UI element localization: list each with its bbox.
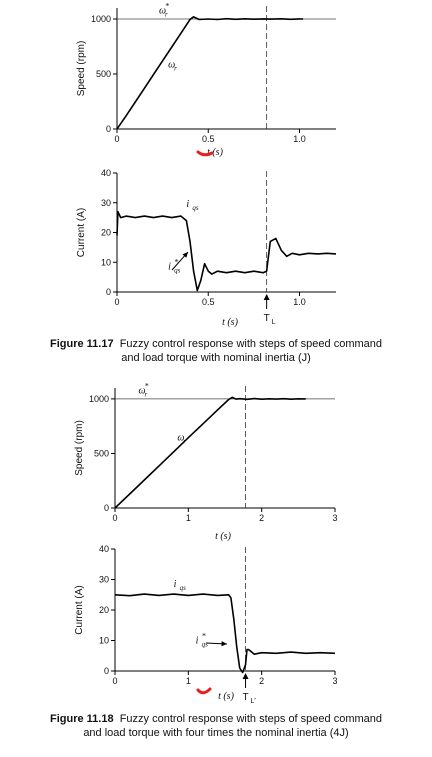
annotation-ωr-star: ωr* (159, 2, 169, 19)
annotation-subscript: r (165, 11, 168, 19)
y-tick-label: 10 (99, 636, 109, 646)
x-axis-label: t (s) (207, 147, 224, 158)
load-step-label-sub: L (272, 319, 276, 326)
annotation-symbol: i (186, 199, 189, 210)
y-tick-label: 1000 (91, 14, 111, 24)
y-tick-label: 0 (106, 124, 111, 134)
x-tick-label: 3 (332, 676, 337, 686)
annotation-subscript: qs (192, 204, 199, 212)
load-step-label-text: T (242, 692, 248, 703)
y-tick-label: 20 (101, 228, 111, 238)
y-tick-label: 30 (99, 575, 109, 585)
x-tick-label: 0 (112, 513, 117, 523)
annotation-symbol: i (174, 579, 177, 590)
annotation-superscript: * (174, 258, 178, 267)
x-tick-label: 3 (332, 513, 337, 523)
load-step-label: T L′ (242, 692, 256, 705)
y-axis-label: Current (A) (76, 208, 87, 257)
load-step-label-text: T (264, 313, 270, 324)
caption-label: Figure 11.18 (49, 713, 114, 725)
annotation-iqs-star: i qs* (196, 632, 209, 649)
annotation-iqs: i qs (186, 199, 199, 212)
caption-text-line1: Fuzzy control response with steps of spe… (119, 713, 382, 725)
y-tick-label: 20 (99, 605, 109, 615)
caption-text-line1: Fuzzy control response with steps of spe… (119, 338, 382, 350)
annotation-iqs-star: i qs* (168, 258, 181, 275)
series-line (114, 396, 306, 509)
y-axis-label: Current (A) (74, 585, 85, 634)
annotation-subscript: qs (180, 584, 187, 592)
annotation-symbol: ω (177, 432, 184, 443)
y-tick-label: 0 (106, 287, 111, 297)
annotation-ωr-star: ωr* (138, 381, 148, 398)
series-line (116, 210, 337, 292)
annotation-subscript: r (174, 64, 177, 72)
annotation-subscript: qs (202, 641, 209, 649)
load-step-arrow-head (242, 673, 249, 679)
x-axis-label: t (s) (222, 317, 239, 328)
figure-11-17-caption: Figure 11.17 Fuzzy control response with… (12, 337, 420, 365)
x-tick-label: 1.0 (293, 297, 306, 307)
x-tick-label: 1.0 (293, 134, 306, 144)
y-tick-label: 500 (96, 69, 111, 79)
annotation-symbol: i (168, 262, 171, 273)
x-tick-label: 0 (112, 676, 117, 686)
y-tick-label: 40 (99, 544, 109, 554)
caption-text-line2: and load torque with nominal inertia (J) (121, 352, 311, 364)
y-tick-label: 500 (94, 448, 109, 458)
annotation-superscript: * (165, 2, 169, 11)
y-tick-label: 10 (101, 257, 111, 267)
iqs-star-leader-arrow-head (182, 252, 188, 258)
caption-text-line2: and load torque with four times the nomi… (83, 727, 349, 739)
y-tick-label: 0 (104, 666, 109, 676)
annotation-iqs: i qs (174, 579, 187, 592)
series-line (116, 16, 304, 130)
y-axis-label: Speed (rpm) (76, 41, 87, 97)
highlight-mark (196, 687, 212, 695)
highlight-mark (196, 150, 214, 157)
y-tick-label: 30 (101, 198, 111, 208)
x-tick-label: 1 (186, 676, 191, 686)
load-step-label-sub: L′ (251, 698, 257, 705)
annotation-subscript: r (144, 390, 147, 398)
x-tick-label: 0 (114, 134, 119, 144)
annotation-subscript: r (183, 437, 186, 445)
caption-label: Figure 11.17 (49, 338, 114, 350)
annotation-subscript: qs (174, 267, 181, 275)
y-tick-label: 0 (104, 503, 109, 513)
annotation-ωr: ωr (177, 432, 186, 445)
y-axis-label: Speed (rpm) (74, 420, 85, 476)
y-tick-label: 40 (101, 168, 111, 178)
iqs-star-leader-arrow-head (221, 641, 227, 647)
annotation-symbol: ω (159, 6, 166, 17)
annotation-superscript: * (144, 381, 148, 390)
annotation-symbol: i (196, 636, 199, 647)
figure-11-18-caption: Figure 11.18 Fuzzy control response with… (12, 712, 420, 740)
x-tick-label: 2 (259, 676, 264, 686)
x-axis-label: t (s) (218, 691, 235, 702)
annotation-symbol: ω (138, 385, 145, 396)
x-tick-label: 0 (114, 297, 119, 307)
x-tick-label: 2 (259, 513, 264, 523)
series-line (114, 593, 336, 674)
annotation-symbol: ω (168, 59, 175, 70)
x-axis-label: t (s) (215, 531, 232, 542)
annotation-superscript: * (202, 632, 206, 641)
load-step-arrow-head (263, 294, 270, 300)
annotation-ωr: ωr (168, 59, 177, 72)
y-tick-label: 1000 (89, 394, 109, 404)
x-tick-label: 1 (186, 513, 191, 523)
x-tick-label: 0.5 (202, 134, 215, 144)
x-tick-label: 0.5 (202, 297, 215, 307)
